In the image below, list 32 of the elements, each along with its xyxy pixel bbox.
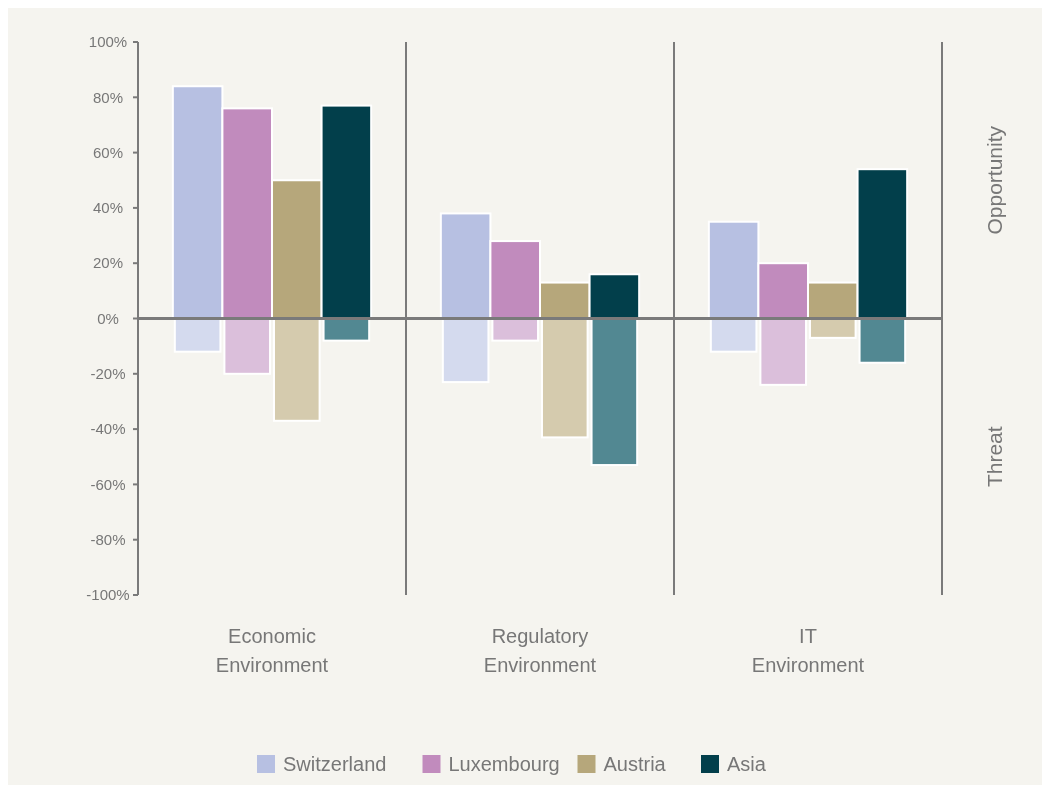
y-tick-label: -100% [86, 586, 130, 604]
y-tick-label: 60% [92, 143, 124, 161]
bar [491, 317, 540, 342]
bar [590, 317, 639, 467]
y-tick-label: -80% [90, 530, 126, 548]
x-tick-label: IT Environment [751, 625, 865, 676]
text: Threat [983, 426, 1007, 488]
y-tick-label: -40% [90, 420, 126, 438]
y-tick-label: -20% [90, 365, 126, 383]
legend-label: Asia [727, 753, 767, 775]
legend-label: Switzerland [283, 753, 387, 775]
legend-label: Luxembourg [448, 753, 560, 775]
x-tick-label: Regulatory Environment [483, 625, 597, 676]
bar [858, 317, 907, 364]
bar [441, 317, 490, 384]
bar [173, 317, 222, 353]
y-tick-label: -60% [90, 475, 126, 493]
y-tick-label: 80% [92, 88, 124, 106]
bar [322, 317, 371, 342]
x-tick-label: Economic Environment [215, 625, 329, 676]
y-tick-label: 20% [92, 254, 124, 272]
bar [808, 317, 857, 339]
bar [759, 317, 808, 386]
text: Opportunity [983, 125, 1007, 235]
legend-label: Austria [603, 753, 667, 775]
bar [709, 317, 758, 353]
y-tick-label: 100% [88, 33, 128, 51]
y-tick-label: 0% [97, 309, 119, 327]
bar [540, 317, 589, 439]
bar [223, 317, 272, 375]
y-tick-label: 40% [92, 199, 124, 217]
bar [272, 317, 321, 422]
